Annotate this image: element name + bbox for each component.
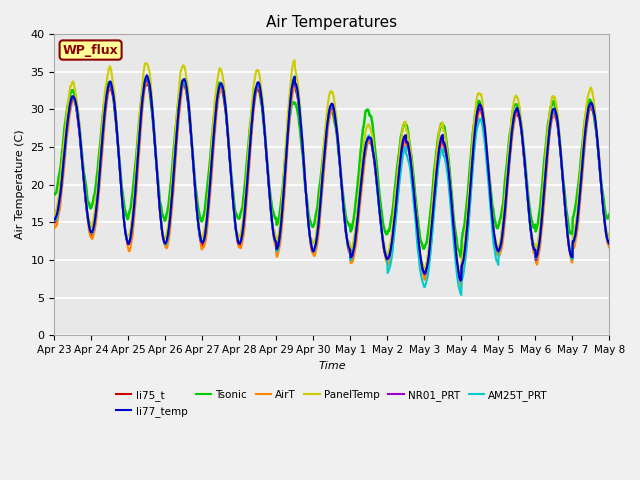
PanelTemp	[308, 236, 316, 242]
AirT	[308, 248, 316, 254]
li75_t	[605, 242, 613, 248]
Line: li77_temp: li77_temp	[54, 75, 609, 280]
Title: Air Temperatures: Air Temperatures	[266, 15, 397, 30]
AM25T_PRT	[93, 196, 101, 202]
AirT	[298, 129, 305, 135]
NR01_PRT	[291, 76, 298, 82]
li75_t	[93, 199, 101, 205]
NR01_PRT	[367, 137, 374, 143]
PanelTemp	[51, 212, 58, 217]
AirT	[605, 244, 613, 250]
NR01_PRT	[93, 197, 101, 203]
AM25T_PRT	[51, 218, 58, 224]
li75_t	[367, 140, 374, 146]
li75_t	[298, 135, 305, 141]
Tsonic	[286, 111, 294, 117]
Tsonic	[51, 191, 58, 197]
PanelTemp	[456, 273, 464, 278]
PanelTemp	[605, 235, 613, 240]
li77_temp	[116, 167, 124, 173]
li77_temp	[51, 217, 58, 223]
Tsonic	[143, 76, 151, 82]
NR01_PRT	[298, 132, 305, 138]
AirT	[93, 207, 101, 213]
Y-axis label: Air Temperature (C): Air Temperature (C)	[15, 130, 25, 240]
Line: NR01_PRT: NR01_PRT	[54, 79, 609, 281]
AirT	[367, 138, 374, 144]
AirT	[286, 111, 294, 117]
AirT	[144, 78, 152, 84]
li75_t	[286, 109, 294, 115]
Line: PanelTemp: PanelTemp	[54, 60, 609, 276]
PanelTemp	[93, 185, 101, 191]
AM25T_PRT	[308, 243, 316, 249]
li77_temp	[143, 72, 151, 78]
PanelTemp	[116, 167, 124, 172]
AM25T_PRT	[458, 292, 465, 298]
Tsonic	[458, 254, 465, 260]
Line: Tsonic: Tsonic	[54, 79, 609, 257]
AirT	[458, 284, 465, 290]
li75_t	[457, 278, 465, 284]
AM25T_PRT	[367, 136, 374, 142]
li75_t	[308, 246, 316, 252]
Tsonic	[298, 144, 305, 150]
AM25T_PRT	[298, 130, 305, 136]
Text: WP_flux: WP_flux	[63, 44, 118, 57]
li75_t	[291, 80, 298, 85]
NR01_PRT	[308, 245, 316, 251]
Tsonic	[93, 169, 101, 175]
PanelTemp	[367, 126, 374, 132]
Line: li75_t: li75_t	[54, 83, 609, 281]
li75_t	[51, 219, 58, 225]
li77_temp	[93, 197, 101, 203]
PanelTemp	[291, 58, 298, 63]
li77_temp	[605, 241, 613, 247]
AM25T_PRT	[116, 168, 124, 174]
AM25T_PRT	[291, 73, 298, 79]
Line: AM25T_PRT: AM25T_PRT	[54, 76, 609, 295]
NR01_PRT	[457, 278, 465, 284]
PanelTemp	[298, 128, 305, 134]
AM25T_PRT	[605, 238, 613, 244]
NR01_PRT	[51, 218, 58, 224]
AirT	[51, 225, 58, 231]
NR01_PRT	[116, 168, 124, 174]
AM25T_PRT	[286, 106, 294, 111]
li77_temp	[457, 277, 465, 283]
X-axis label: Time: Time	[318, 360, 346, 371]
Tsonic	[308, 222, 316, 228]
Tsonic	[367, 113, 374, 119]
li75_t	[116, 171, 124, 177]
NR01_PRT	[605, 241, 613, 247]
li77_temp	[298, 131, 305, 137]
NR01_PRT	[286, 107, 294, 112]
li77_temp	[367, 135, 374, 141]
Legend: li75_t, li77_temp, Tsonic, AirT, PanelTemp, NR01_PRT, AM25T_PRT: li75_t, li77_temp, Tsonic, AirT, PanelTe…	[111, 386, 552, 421]
Tsonic	[116, 163, 124, 168]
li77_temp	[308, 244, 316, 250]
Tsonic	[605, 211, 613, 217]
li77_temp	[286, 99, 294, 105]
PanelTemp	[286, 88, 294, 94]
AirT	[116, 166, 124, 171]
Line: AirT: AirT	[54, 81, 609, 287]
